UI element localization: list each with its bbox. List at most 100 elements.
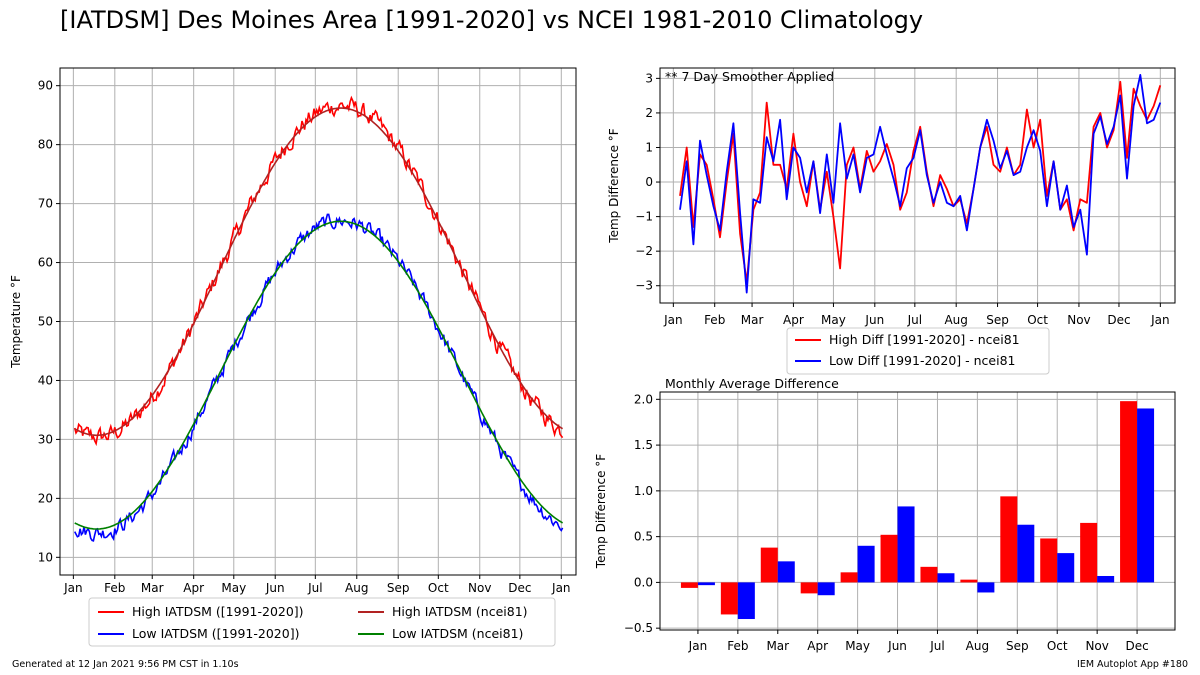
y-tick-label: −2	[635, 244, 653, 258]
temperature-chart: Jan Feb Mar Apr May Jun Jul Aug Sep Oct Nov Dec Jan 1…	[9, 67, 577, 647]
legend-label: High IATDSM ([1991-2020])	[132, 604, 304, 619]
x-tick-label: Sep	[387, 581, 410, 595]
plot-frame	[659, 67, 1176, 304]
x-tick-label: Aug	[345, 581, 368, 595]
x-tick-label: Mar	[741, 313, 764, 327]
bar-low-obs-apr	[817, 582, 835, 596]
x-tick-label: Nov	[468, 581, 491, 595]
x-tick-label: Jun	[864, 313, 884, 327]
x-tick-label: Sep	[986, 313, 1009, 327]
bar-low-obs-may	[857, 545, 875, 583]
x-tick-label: Aug	[944, 313, 967, 327]
x-tick-label: Dec	[1125, 639, 1148, 653]
monthly-difference-chart: Jan Feb Mar Apr May Jun Jul Aug Sep Oct Nov Dec −0.5…	[594, 376, 1176, 653]
series-line-low-ncei	[74, 220, 564, 530]
x-tick-label: Jan	[663, 313, 683, 327]
x-tick-label: Jan	[63, 581, 83, 595]
bar-high-obs-may	[840, 572, 858, 583]
x-tick-label: May	[221, 581, 246, 595]
bar-high-obs-sep	[1000, 496, 1018, 583]
legend-label: Low IATDSM (ncei81)	[392, 626, 523, 641]
x-tick-label: Jul	[307, 581, 322, 595]
bar-high-obs-apr	[800, 582, 818, 594]
y-tick-label: 90	[38, 79, 53, 93]
y-tick-label: 20	[38, 491, 53, 505]
x-tick-label: May	[845, 639, 870, 653]
x-tick-label: Feb	[704, 313, 725, 327]
bar-high-obs-oct	[1040, 538, 1058, 583]
y-tick-label: 80	[38, 138, 53, 152]
legend-label: Low IATDSM ([1991-2020])	[132, 626, 299, 641]
bar-low-obs-mar	[777, 561, 795, 583]
y-tick-label: −3	[635, 279, 653, 293]
x-tick-label: Jan	[1150, 313, 1170, 327]
series-line-low-obs	[73, 213, 564, 542]
x-tick-label: Jan	[551, 581, 571, 595]
y-tick-label: 60	[38, 256, 53, 270]
plot-frame	[659, 391, 1176, 631]
x-tick-label: Oct	[1027, 313, 1048, 327]
app-credit: IEM Autoplot App #180	[1077, 659, 1188, 670]
x-tick-label: Dec	[508, 581, 531, 595]
y-axis-label: Temp Difference °F	[594, 454, 608, 569]
y-tick-label: 0.0	[634, 575, 653, 589]
x-tick-label: Mar	[766, 639, 789, 653]
y-tick-label: 50	[38, 315, 53, 329]
series-line-high-obs	[679, 80, 1162, 284]
legend: High Diff [1991-2020] - ncei81 Low Diff […	[786, 327, 1050, 375]
x-tick-label: Apr	[807, 639, 828, 653]
y-tick-label: 10	[38, 550, 53, 564]
legend-box	[786, 327, 1050, 375]
x-tick-label: Nov	[1085, 639, 1108, 653]
x-tick-label: Jul	[929, 639, 944, 653]
x-tick-label: Feb	[104, 581, 125, 595]
x-tick-label: Dec	[1107, 313, 1130, 327]
y-tick-label: 2	[645, 106, 653, 120]
y-axis-label: Temp Difference °F	[607, 128, 621, 243]
chart-title: Monthly Average Difference	[665, 376, 839, 391]
y-tick-label: −0.5	[624, 621, 653, 635]
x-tick-label: Jun	[887, 639, 907, 653]
bar-high-obs-jul	[920, 566, 938, 583]
x-tick-label: Nov	[1067, 313, 1090, 327]
legend-label: Low Diff [1991-2020] - ncei81	[829, 353, 1015, 368]
series-line-low-obs	[679, 74, 1162, 294]
x-tick-label: Mar	[141, 581, 164, 595]
legend: High IATDSM ([1991-2020]) Low IATDSM ([19…	[88, 597, 556, 647]
bar-high-obs-dec	[1120, 401, 1138, 583]
x-tick-label: Sep	[1006, 639, 1029, 653]
bar-high-obs-jan	[680, 582, 698, 588]
generated-timestamp: Generated at 12 Jan 2021 9:56 PM CST in …	[12, 659, 239, 670]
y-tick-label: 0	[645, 175, 653, 189]
smoother-annotation: ** 7 Day Smoother Applied	[665, 69, 834, 84]
bar-high-obs-feb	[720, 582, 738, 615]
y-tick-label: 40	[38, 373, 53, 387]
legend-label: High IATDSM (ncei81)	[392, 604, 528, 619]
y-tick-label: 0.5	[634, 530, 653, 544]
plot-frame	[59, 67, 577, 576]
bar-low-obs-aug	[977, 582, 995, 593]
bar-low-obs-feb	[737, 582, 755, 620]
x-tick-label: May	[821, 313, 846, 327]
series-line-high-ncei	[74, 107, 564, 437]
bar-high-obs-mar	[760, 547, 778, 583]
bar-low-obs-jun	[897, 506, 915, 583]
x-tick-label: Jan	[688, 639, 708, 653]
y-tick-label: 70	[38, 197, 53, 211]
bar-low-obs-sep	[1017, 524, 1035, 583]
x-tick-label: Feb	[727, 639, 748, 653]
x-tick-label: Apr	[783, 313, 804, 327]
x-tick-label: Apr	[183, 581, 204, 595]
y-tick-label: 30	[38, 432, 53, 446]
series-line-high-obs	[73, 95, 564, 447]
bar-low-obs-dec	[1137, 408, 1155, 583]
bar-low-obs-jan	[697, 582, 715, 586]
x-tick-label: Oct	[1047, 639, 1068, 653]
bar-high-obs-nov	[1080, 522, 1098, 583]
y-tick-label: 2.0	[634, 392, 653, 406]
y-axis-label: Temperature °F	[9, 275, 23, 369]
legend-label: High Diff [1991-2020] - ncei81	[829, 332, 1020, 347]
bar-low-obs-oct	[1057, 553, 1075, 583]
bar-low-obs-nov	[1097, 575, 1115, 583]
